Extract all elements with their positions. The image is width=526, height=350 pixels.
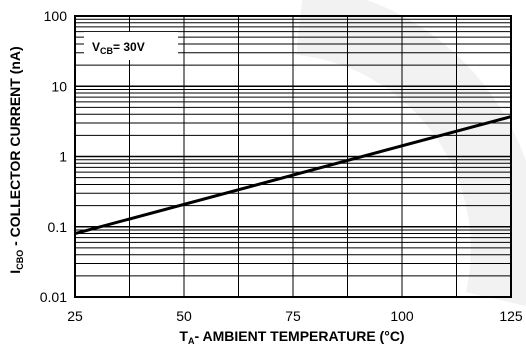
y-tick-label: 100 — [44, 8, 68, 24]
grid — [74, 16, 512, 298]
x-tick-labels: 25 50 75 100 125 — [67, 308, 523, 324]
y-tick-label: 0.01 — [40, 289, 67, 305]
x-tick-label: 50 — [176, 308, 192, 324]
plot-frame — [74, 15, 512, 298]
series-line — [74, 115, 512, 236]
y-axis-title: ICBO - COLLECTOR CURRENT (nA) — [7, 46, 25, 273]
x-tick-label: 75 — [285, 308, 301, 324]
y-tick-labels: 0.01 0.1 1 10 100 — [40, 8, 67, 305]
background-watermark — [295, 0, 526, 306]
x-tick-label: 100 — [390, 308, 414, 324]
annotation-label: VCB= 30V — [92, 40, 145, 56]
x-tick-label: 25 — [67, 308, 83, 324]
y-tick-label: 1 — [59, 149, 67, 165]
series — [74, 115, 512, 236]
annotation-box: VCB= 30V — [84, 32, 178, 60]
x-axis-title: TA- AMBIENT TEMPERATURE (°C) — [179, 328, 404, 346]
x-tick-label: 125 — [499, 308, 523, 324]
y-tick-label: 10 — [51, 78, 67, 94]
y-tick-label: 0.1 — [48, 219, 68, 235]
